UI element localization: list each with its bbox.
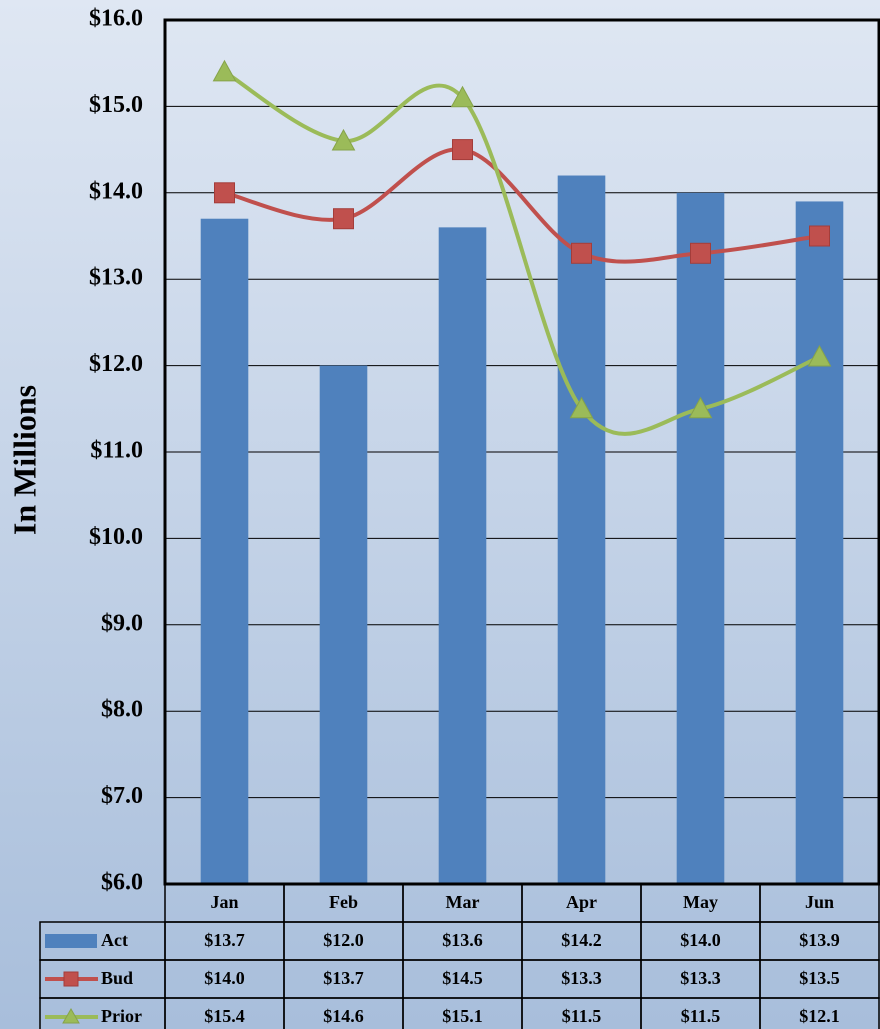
table-cell (759, 997, 880, 1029)
data-label: $13.3 (561, 968, 602, 988)
data-label: $11.5 (681, 1006, 721, 1026)
data-label: $13.7 (204, 930, 245, 950)
line-marker (212, 59, 237, 82)
y-tick-label: $10.0 (89, 524, 143, 550)
y-tick-label: $16.0 (89, 6, 143, 32)
data-label: $13.5 (799, 968, 840, 988)
y-tick-label: $14.0 (89, 178, 143, 204)
x-tick-label: May (683, 892, 718, 912)
y-tick-label: $13.0 (89, 265, 143, 291)
legend-key (63, 971, 79, 987)
line-marker (809, 225, 830, 247)
bar (319, 365, 368, 885)
data-label: $14.0 (680, 930, 721, 950)
data-label: $12.0 (323, 930, 364, 950)
data-label: $14.2 (561, 930, 602, 950)
data-label: $14.6 (323, 1006, 364, 1026)
data-label: $14.5 (442, 968, 483, 988)
x-tick-label: Feb (329, 892, 358, 912)
line-marker (688, 396, 713, 419)
y-tick-label: $8.0 (101, 697, 143, 723)
y-tick-label: $7.0 (101, 783, 143, 809)
y-tick-label: $9.0 (101, 610, 143, 636)
line-marker (571, 242, 592, 264)
legend-label: Act (101, 930, 128, 950)
x-tick-label: Jan (210, 892, 238, 912)
legend-label: Prior (101, 1006, 142, 1026)
data-label: $14.0 (204, 968, 245, 988)
line-marker (569, 396, 594, 419)
line-marker (214, 182, 235, 204)
y-tick-label: $11.0 (90, 438, 143, 464)
x-tick-label: Jun (805, 892, 834, 912)
bar (676, 192, 725, 885)
bar (795, 201, 844, 884)
data-label: $15.1 (442, 1006, 483, 1026)
line-marker (331, 128, 356, 151)
legend-key (62, 1007, 80, 1024)
y-tick-label: $12.0 (89, 351, 143, 377)
line-marker (333, 208, 354, 230)
data-label: $13.7 (323, 968, 364, 988)
data-label: $13.3 (680, 968, 721, 988)
x-tick-label: Mar (446, 892, 480, 912)
bar (557, 175, 606, 884)
data-label: $15.4 (204, 1006, 245, 1026)
y-tick-label: $15.0 (89, 92, 143, 118)
x-tick-label: Apr (566, 892, 597, 912)
line-marker (450, 85, 475, 108)
bar (200, 218, 249, 885)
data-label: $13.9 (799, 930, 840, 950)
bar (438, 227, 487, 885)
line-marker (807, 344, 832, 367)
line-marker (690, 242, 711, 264)
data-label: $11.5 (562, 1006, 602, 1026)
data-label: $12.1 (799, 1006, 840, 1026)
legend-key (45, 934, 97, 948)
y-axis-label: In Millions (6, 385, 42, 535)
legend-label: Bud (101, 968, 133, 988)
line-marker (452, 139, 473, 161)
y-tick-label: $6.0 (101, 870, 143, 896)
data-label: $13.6 (442, 930, 483, 950)
